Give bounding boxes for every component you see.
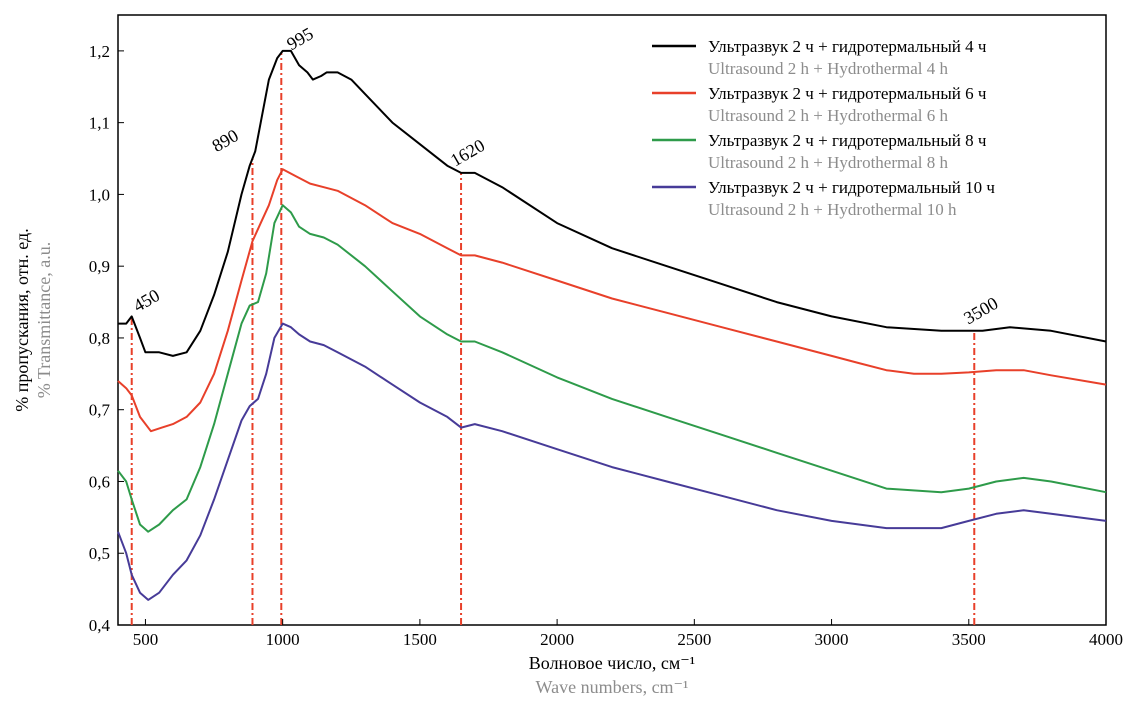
peak-label: 1620	[447, 135, 488, 170]
legend: Ультразвук 2 ч + гидротермальный 4 ч Ultr…	[652, 37, 995, 219]
peak-label: 995	[283, 23, 316, 54]
series-line-1	[118, 49, 1107, 357]
y-tick-label: 0,8	[89, 329, 110, 348]
plot-frame	[117, 14, 1107, 626]
legend-label: Ультразвук 2 ч + гидротермальный 10 ч	[708, 178, 995, 197]
y-tick-label: 0,7	[89, 401, 111, 420]
y-tick-label: 0,4	[89, 616, 111, 635]
series-lines	[117, 49, 1107, 601]
y-tick-label: 1,0	[89, 185, 110, 204]
x-axis-title: Волновое число, см⁻¹	[529, 653, 695, 673]
y-axis-title: % пропускания, отн. ед.	[12, 228, 32, 411]
y-tick-label: 1,1	[89, 114, 110, 133]
legend-label: Ультразвук 2 ч + гидротермальный 4 ч	[708, 37, 987, 56]
y-tick-label: 1,2	[89, 42, 110, 61]
x-tick-label: 1500	[403, 630, 437, 649]
x-tick-label: 1000	[266, 630, 300, 649]
legend-label-en: Ultrasound 2 h + Hydrothermal 6 h	[708, 106, 948, 125]
series-line-4	[117, 322, 1107, 601]
legend-label-en: Ultrasound 2 h + Hydrothermal 10 h	[708, 200, 957, 219]
x-axis-title-en: Wave numbers, cm⁻¹	[536, 677, 689, 697]
y-tick-label: 0,9	[89, 257, 110, 276]
peak-label: 890	[208, 125, 241, 156]
legend-label: Ультразвук 2 ч + гидротермальный 8 ч	[708, 131, 987, 150]
peak-lines	[130, 52, 976, 625]
x-tick-label: 4000	[1089, 630, 1123, 649]
x-tick-label: 2000	[540, 630, 574, 649]
y-axis: 0,4 0,5 0,6 0,7 0,8 0,9 1,0 1,1 1,2	[89, 42, 124, 635]
series-line-2	[117, 168, 1107, 433]
peak-label: 450	[130, 285, 163, 316]
peak-label: 3500	[960, 293, 1001, 328]
legend-label-en: Ultrasound 2 h + Hydrothermal 4 h	[708, 59, 948, 78]
y-tick-label: 0,6	[89, 472, 110, 491]
legend-label: Ультразвук 2 ч + гидротермальный 6 ч	[708, 84, 987, 103]
x-tick-label: 2500	[677, 630, 711, 649]
x-tick-label: 3000	[815, 630, 849, 649]
y-tick-label: 0,5	[89, 544, 110, 563]
x-axis: 500 1000 1500 2000 2500 3000 3500 4000	[133, 619, 1123, 649]
series-line-3	[117, 204, 1107, 533]
x-tick-label: 3500	[952, 630, 986, 649]
y-axis-title-en: % Transmittance, a.u.	[34, 242, 54, 398]
legend-label-en: Ultrasound 2 h + Hydrothermal 8 h	[708, 153, 948, 172]
x-tick-label: 500	[133, 630, 159, 649]
